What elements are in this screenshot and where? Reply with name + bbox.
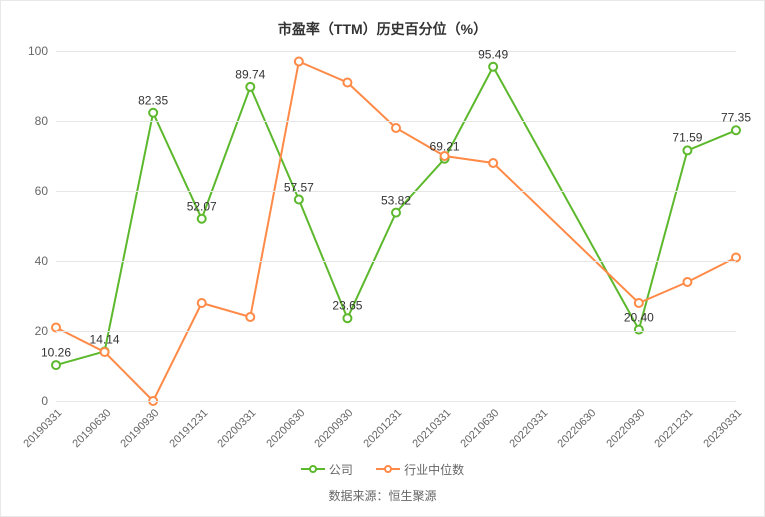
plot-area: 0204060801002019033120190630201909302019… [56, 51, 736, 401]
data-point[interactable] [295, 196, 303, 204]
data-source: 数据来源：恒生聚源 [1, 487, 764, 504]
gridline [56, 261, 736, 262]
gridline [56, 121, 736, 122]
data-point[interactable] [441, 152, 449, 160]
chart-title: 市盈率（TTM）历史百分位（%） [1, 1, 764, 39]
data-point[interactable] [489, 63, 497, 71]
data-point[interactable] [52, 361, 60, 369]
x-axis-label: 20201231 [361, 407, 404, 450]
gridline [56, 191, 736, 192]
x-axis-label: 20210331 [410, 407, 453, 450]
data-point[interactable] [392, 209, 400, 217]
x-axis-label: 20190630 [70, 407, 113, 450]
y-axis-label: 80 [35, 114, 48, 128]
x-axis-label: 20200630 [264, 407, 307, 450]
x-axis-label: 20220630 [556, 407, 599, 450]
gridline [56, 331, 736, 332]
source-label: 数据来源： [328, 489, 388, 503]
data-point[interactable] [246, 313, 254, 321]
data-point[interactable] [635, 326, 643, 334]
data-point[interactable] [489, 159, 497, 167]
data-point[interactable] [149, 109, 157, 117]
data-point[interactable] [683, 146, 691, 154]
source-value: 恒生聚源 [389, 489, 437, 503]
data-point[interactable] [683, 278, 691, 286]
x-axis-label: 20210630 [459, 407, 502, 450]
data-point[interactable] [392, 124, 400, 132]
y-axis-label: 20 [35, 324, 48, 338]
data-point[interactable] [343, 314, 351, 322]
legend-label: 公司 [329, 461, 353, 478]
legend: 公司 行业中位数 [1, 461, 764, 479]
y-axis-label: 100 [28, 44, 48, 58]
y-axis-label: 60 [35, 184, 48, 198]
y-axis-label: 0 [41, 394, 48, 408]
data-point[interactable] [198, 299, 206, 307]
x-axis-label: 20221231 [653, 407, 696, 450]
x-axis-label: 20220930 [604, 407, 647, 450]
x-axis-label: 20200930 [313, 407, 356, 450]
data-point[interactable] [295, 58, 303, 66]
legend-item-company[interactable]: 公司 [301, 461, 353, 478]
legend-marker [301, 463, 325, 475]
data-point[interactable] [343, 79, 351, 87]
legend-item-industry[interactable]: 行业中位数 [376, 461, 464, 478]
chart-container: 市盈率（TTM）历史百分位（%） 02040608010020190331201… [0, 0, 765, 517]
data-point[interactable] [198, 215, 206, 223]
x-axis-label: 20220331 [507, 407, 550, 450]
x-axis-label: 20230331 [701, 407, 744, 450]
data-point[interactable] [635, 299, 643, 307]
gridline [56, 401, 736, 402]
y-axis-label: 40 [35, 254, 48, 268]
x-axis-label: 20190331 [21, 407, 64, 450]
gridline [56, 51, 736, 52]
data-point[interactable] [246, 83, 254, 91]
x-axis-label: 20190930 [119, 407, 162, 450]
data-point[interactable] [101, 348, 109, 356]
x-axis-label: 20191231 [167, 407, 210, 450]
chart-svg [56, 51, 736, 401]
x-axis-label: 20200331 [216, 407, 259, 450]
data-point[interactable] [732, 126, 740, 134]
legend-marker [376, 463, 400, 475]
legend-label: 行业中位数 [404, 461, 464, 478]
